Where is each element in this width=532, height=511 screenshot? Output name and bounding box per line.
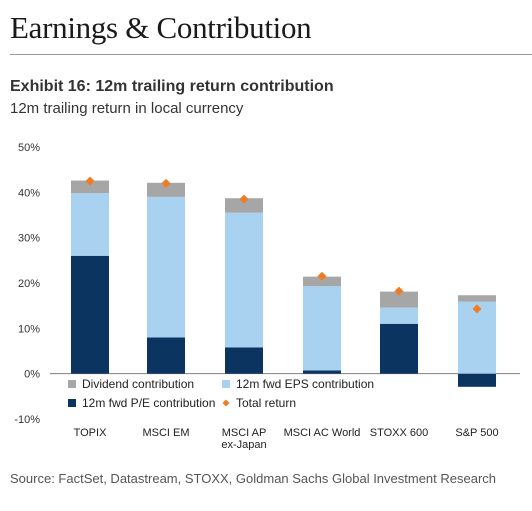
bar-segment <box>225 212 263 348</box>
bar-segment <box>458 373 496 387</box>
y-tick-label: -10% <box>14 414 40 426</box>
x-tick-label: S&P 500 <box>455 427 498 439</box>
bar-segment <box>225 198 263 213</box>
bar-segment <box>458 301 496 374</box>
bar-segment <box>71 255 109 374</box>
y-tick-label: 30% <box>18 233 40 245</box>
bar-segment <box>303 276 341 287</box>
bar-segment <box>71 180 109 194</box>
total-return-marker <box>239 194 249 204</box>
x-tick-label: STOXX 600 <box>370 427 429 439</box>
y-tick-label: 0% <box>24 369 40 381</box>
bar-segment <box>147 196 185 338</box>
y-tick-label: 50% <box>18 142 40 154</box>
header-divider <box>10 54 532 55</box>
chart-subtitle: 12m trailing return in local currency <box>10 100 244 117</box>
bar-segment <box>458 295 496 302</box>
legend-swatch <box>222 380 230 388</box>
source-note: Source: FactSet, Datastream, STOXX, Gold… <box>10 471 497 486</box>
total-return-marker <box>161 178 171 188</box>
bar-segment <box>71 193 109 256</box>
legend-label: 12m fwd P/E contribution <box>82 396 215 410</box>
bar-segment <box>147 337 185 374</box>
bar-segment <box>303 370 341 374</box>
page-header-title: Earnings & Contribution <box>10 10 312 45</box>
bar-segment <box>303 286 341 371</box>
x-tick-label: MSCI AP ex-Japan <box>221 427 266 450</box>
legend-marker-total-return <box>222 399 230 407</box>
legend-swatch <box>68 399 76 407</box>
total-return-marker <box>472 304 482 314</box>
bar-segment <box>225 347 263 374</box>
x-tick-label: TOPIX <box>74 427 107 439</box>
bar-segment <box>380 291 418 308</box>
stacked-bar-chart: -10% 0% 10% 20% 30% 40% 50% TOPIX MSCI EM MSCI AP… <box>14 142 520 450</box>
legend-label: Dividend contribution <box>82 377 194 391</box>
legend-swatch <box>68 380 76 388</box>
chart-title: Exhibit 16: 12m trailing return contribu… <box>10 78 334 95</box>
legend-label: Total return <box>236 396 296 410</box>
bar-segment <box>380 307 418 324</box>
total-return-marker <box>394 286 404 296</box>
y-tick-label: 10% <box>18 323 40 335</box>
legend-label: 12m fwd EPS contribution <box>236 377 374 391</box>
x-tick-label: MSCI AC World <box>284 427 361 439</box>
total-return-marker <box>85 176 95 186</box>
total-return-marker <box>317 271 327 281</box>
bar-segment <box>147 182 185 197</box>
y-tick-label: 40% <box>18 187 40 199</box>
x-tick-label: MSCI EM <box>142 427 189 439</box>
bar-segment <box>380 323 418 374</box>
y-tick-label: 20% <box>18 278 40 290</box>
